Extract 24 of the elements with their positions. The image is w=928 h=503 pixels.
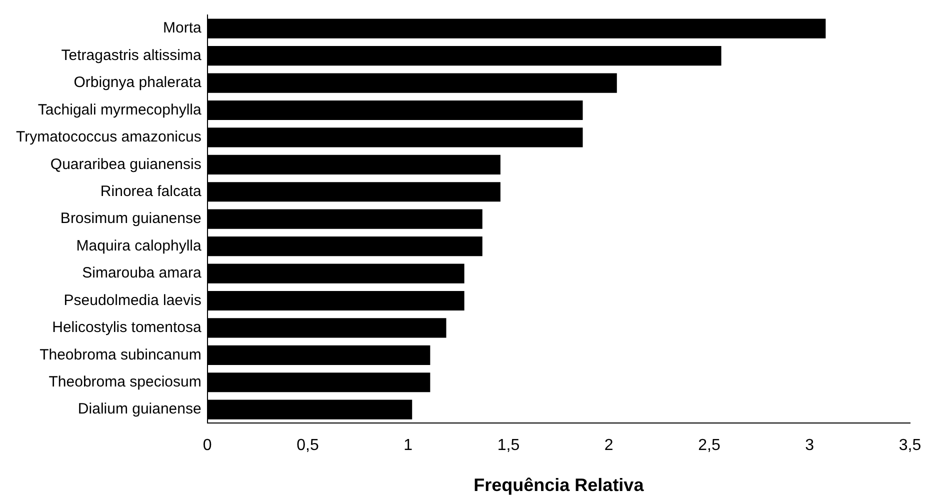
y-tick-label: Maquira calophylla — [76, 237, 202, 254]
x-tick-label: 2 — [604, 437, 614, 454]
y-tick-label: Theobroma speciosum — [48, 374, 202, 391]
x-tick-label: 3,5 — [898, 437, 922, 454]
x-tick-label: 2,5 — [698, 437, 720, 454]
y-tick-label: Simarouba amara — [82, 264, 202, 282]
x-axis-title: Frequência Relativa — [474, 475, 645, 496]
y-tick-label: Brosimum guianense — [60, 210, 202, 228]
x-tick-label: 3 — [805, 437, 814, 454]
x-tick-label: 1 — [404, 437, 413, 454]
y-tick-label: Quararibea guianensis — [50, 156, 202, 173]
y-tick-label: Tachigali myrmecophylla — [38, 101, 202, 118]
y-tick-label: Morta — [162, 20, 202, 37]
y-tick-label: Orbignya phalerata — [74, 74, 202, 92]
y-tick-label: Rinorea falcata — [100, 183, 202, 200]
y-tick-label: Trymatococcus amazonicus — [16, 128, 202, 146]
x-tick-label: 0 — [202, 437, 212, 454]
x-tick-label: 1,5 — [497, 437, 520, 454]
y-tick-label: Pseudolmedia laevis — [64, 292, 202, 309]
y-tick-label: Helicostylis tomentosa — [52, 319, 202, 336]
y-tick-label: Dialium guianense — [78, 400, 202, 418]
y-tick-label: Tetragastris altissima — [61, 46, 202, 64]
x-tick-label: 0,5 — [296, 437, 319, 454]
y-tick-label: Theobroma subincanum — [40, 346, 202, 364]
